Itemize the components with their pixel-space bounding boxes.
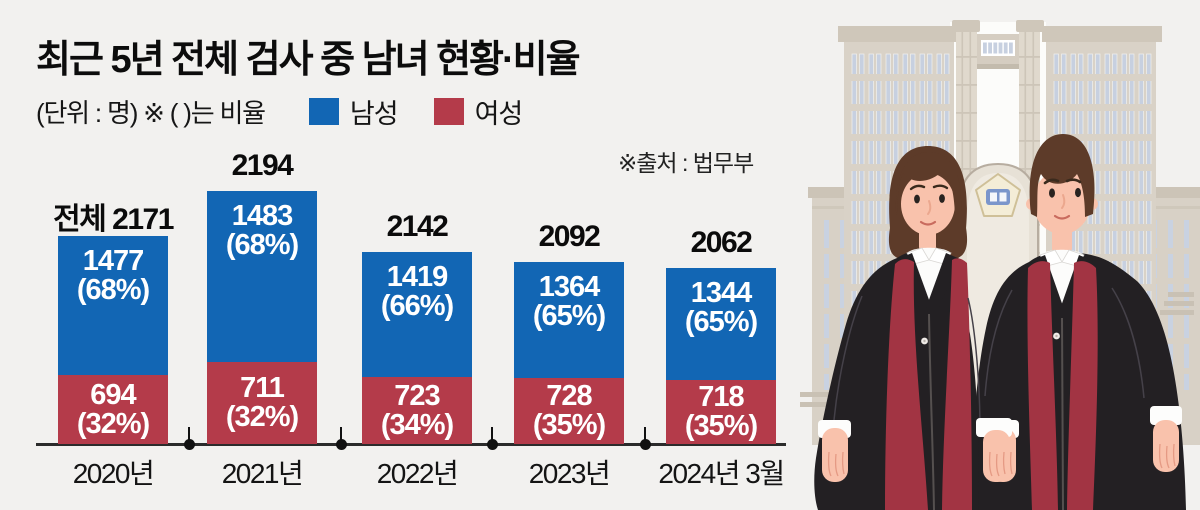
category-label: 2020년: [72, 458, 155, 489]
male-pct: (65%): [684, 306, 758, 338]
male-segment: 1483 (68%): [207, 191, 317, 362]
bar-total-label: 2142: [386, 210, 449, 243]
female-value: 723: [394, 379, 440, 412]
female-value: 718: [698, 381, 744, 413]
tick-dot: [183, 439, 195, 450]
category-label: 2023년: [528, 458, 611, 489]
tick-mark: [644, 427, 646, 444]
female-segment: 711 (32%): [207, 362, 317, 444]
legend-label: 남성: [349, 99, 399, 129]
legend-item-male: 남성: [308, 92, 399, 131]
tick-mark: [340, 427, 342, 444]
female-segment: 718 (35%): [666, 380, 776, 444]
female-pct: (34%): [380, 408, 454, 441]
female-value: 694: [90, 378, 136, 411]
legend-swatch: [433, 98, 464, 125]
tick-mark: [188, 427, 190, 444]
bar-group-2020년: 전체 2171 1477 (68%) 694 (32%) 2020년: [53, 0, 174, 510]
legend-swatch: [308, 98, 339, 125]
male-hair: [1029, 134, 1095, 217]
bar-group-2023년: 2092 1364 (65%) 728 (35%) 2023년: [514, 0, 624, 510]
female-segment: 728 (35%): [514, 378, 624, 444]
female-segment: 694 (32%): [58, 375, 168, 444]
male-stole-left: [1027, 261, 1058, 510]
bar-group-2022년: 2142 1419 (66%) 723 (34%) 2022년: [362, 0, 472, 510]
female-value: 711: [240, 372, 285, 404]
chart-title: 최근 5년 전체 검사 중 남녀 현황·비율: [36, 39, 581, 81]
legend-item-female: 여성: [433, 92, 524, 131]
female-segment: 723 (34%): [362, 377, 472, 444]
category-label: 2021년: [221, 458, 304, 489]
category-label: 2022년: [376, 458, 459, 489]
female-pct: (32%): [76, 407, 150, 440]
male-segment: 1344 (65%): [666, 268, 776, 380]
female-pct: (35%): [684, 410, 758, 442]
tick-dot: [639, 439, 651, 450]
male-prosecutor: [972, 134, 1186, 510]
bridge: [976, 34, 1020, 69]
bar-total-label: 2062: [690, 226, 753, 259]
female-pct: (35%): [532, 409, 606, 441]
category-label: 2024년 3월: [658, 458, 785, 489]
bar-total-label: 2194: [231, 149, 294, 182]
courthouse-illustration: [800, 20, 1200, 510]
male-value: 1477: [82, 245, 145, 277]
male-value: 1419: [386, 261, 449, 293]
chart-legend: 남성 여성: [308, 92, 558, 131]
female-stole-left: [885, 259, 928, 510]
subtitle-row: (단위 : 명) ※ ( )는 비율 남성 여성: [36, 92, 558, 131]
bar-total-label: 2092: [538, 220, 601, 253]
male-segment: 1364 (65%): [514, 262, 624, 378]
male-face: [1033, 170, 1091, 234]
female-pct: (32%): [225, 401, 299, 433]
unit-note: (단위 : 명) ※ ( )는 비율: [36, 98, 266, 128]
male-segment: 1477 (68%): [58, 236, 168, 375]
male-pct: (68%): [76, 274, 150, 306]
bar-total-label: 전체 2171: [53, 203, 174, 236]
tick-dot: [335, 439, 347, 450]
tick-mark: [491, 427, 493, 444]
bar-group-2024년 3월: 2062 1344 (65%) 718 (35%) 2024년 3월: [658, 0, 785, 510]
female-stole-right: [942, 258, 972, 510]
female-face: [901, 173, 955, 235]
court-emblem: [975, 173, 1021, 217]
male-pct: (68%): [225, 229, 299, 261]
female-hair-fringe: [895, 152, 962, 215]
x-axis: [36, 443, 786, 446]
male-stole-right: [1067, 261, 1098, 510]
male-pct: (66%): [380, 290, 454, 322]
male-value: 1344: [690, 277, 753, 309]
male-segment: 1419 (66%): [362, 252, 472, 377]
legend-label: 여성: [474, 99, 524, 129]
female-prosecutor: [814, 146, 1012, 510]
male-value: 1483: [231, 200, 294, 232]
female-value: 728: [546, 380, 592, 412]
plot-area: 전체 2171 1477 (68%) 694 (32%) 2020년 2194 1483 (68…: [36, 0, 786, 510]
source-note: ※출처 : 법무부: [618, 150, 754, 176]
bar-group-2021년: 2194 1483 (68%) 711 (32%) 2021년: [207, 0, 317, 510]
tick-dot: [486, 439, 498, 450]
male-value: 1364: [538, 271, 601, 303]
male-pct: (65%): [532, 300, 606, 332]
